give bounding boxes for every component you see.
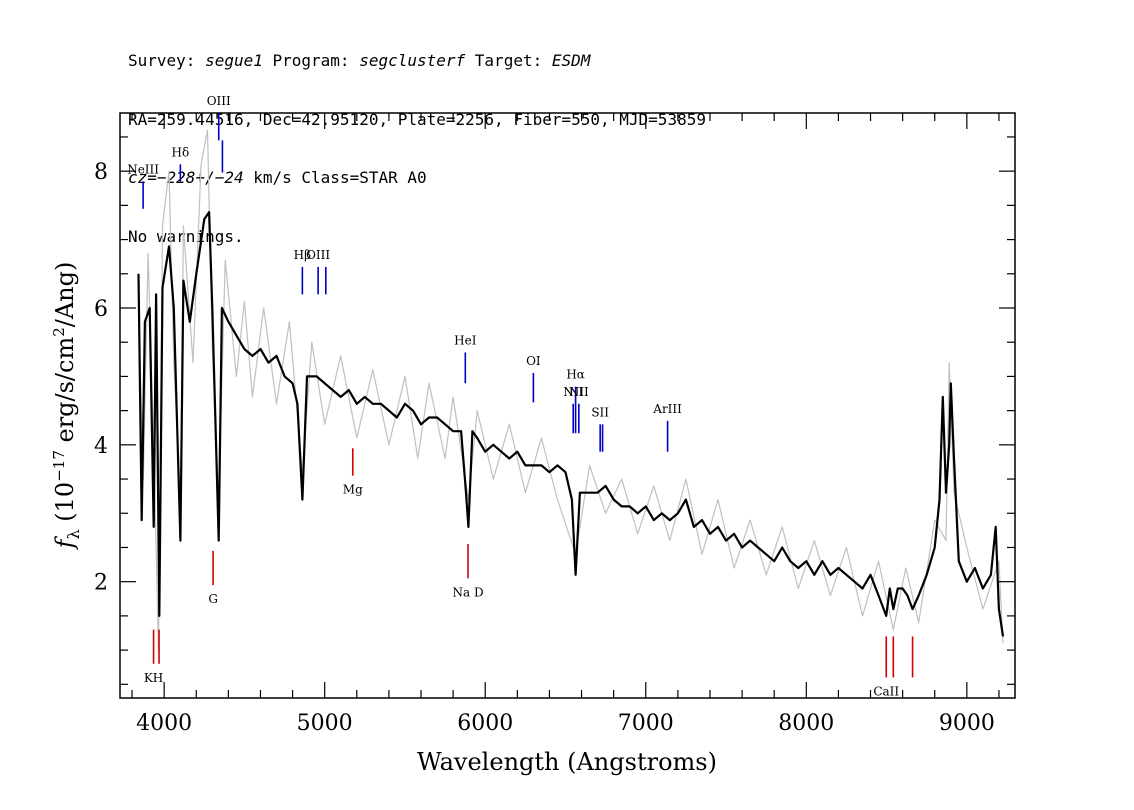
class-text: km/s Class=STAR A0 [243, 168, 427, 187]
y-tick-label: 4 [94, 434, 108, 459]
program-value: segclusterf [359, 51, 466, 70]
y-axis-title: fλ (10−17 erg/s/cm2/Ang) [50, 262, 83, 551]
emission-line-label: OIII [306, 248, 330, 262]
axis-ticks: 4000 5000 6000 7000 8000 9000 2 4 6 8 [94, 113, 1015, 736]
emission-line-label: OIII [207, 94, 231, 108]
emission-line-label: NII [569, 385, 589, 399]
x-axis-title: Wavelength (Angstroms) [417, 748, 717, 776]
emission-line-label: HeI [454, 333, 477, 347]
y-tick-label: 2 [94, 571, 108, 596]
cz-label: cz= [128, 168, 157, 187]
emission-line-label: SII [591, 405, 609, 419]
plot-frame [119, 112, 1016, 699]
header-line-warnings: No warnings. [128, 226, 244, 246]
emission-line-label: NII [563, 385, 583, 399]
x-tick-label: 7000 [618, 711, 674, 736]
x-tick-label: 9000 [939, 711, 995, 736]
x-tick-label: 6000 [457, 711, 513, 736]
emission-line-label: Hδ [172, 145, 190, 159]
emission-line-label: Hβ [294, 248, 311, 262]
header-line-survey: Survey: segue1 Program: segclusterf Targ… [128, 51, 706, 71]
absorption-line-label: CaII [873, 684, 899, 698]
y-tick-label: 6 [94, 297, 108, 322]
absorption-line-label: G [208, 592, 218, 606]
absorption-line-label: Mg [343, 483, 363, 497]
target-label: Target: [465, 51, 552, 70]
absorption-line-label: Na D [452, 585, 483, 599]
emission-line-label: OI [526, 354, 541, 368]
survey-value: segue1 [205, 51, 263, 70]
emission-line-label: ArIII [652, 402, 682, 416]
target-value: ESDM [551, 51, 591, 70]
y-tick-label: 8 [94, 160, 108, 185]
survey-label: Survey: [128, 51, 206, 70]
x-tick-label: 5000 [297, 711, 353, 736]
emission-line-label: NeIII [127, 162, 159, 176]
absorption-line-label: KH [144, 671, 163, 685]
x-tick-label: 8000 [778, 711, 834, 736]
flux-series-line [137, 211, 1005, 637]
emission-line-label: Hα [566, 368, 585, 382]
series-layer [137, 129, 1005, 651]
program-label: Program: [262, 51, 360, 70]
error-series-line [137, 129, 1004, 651]
x-tick-label: 4000 [136, 711, 192, 736]
